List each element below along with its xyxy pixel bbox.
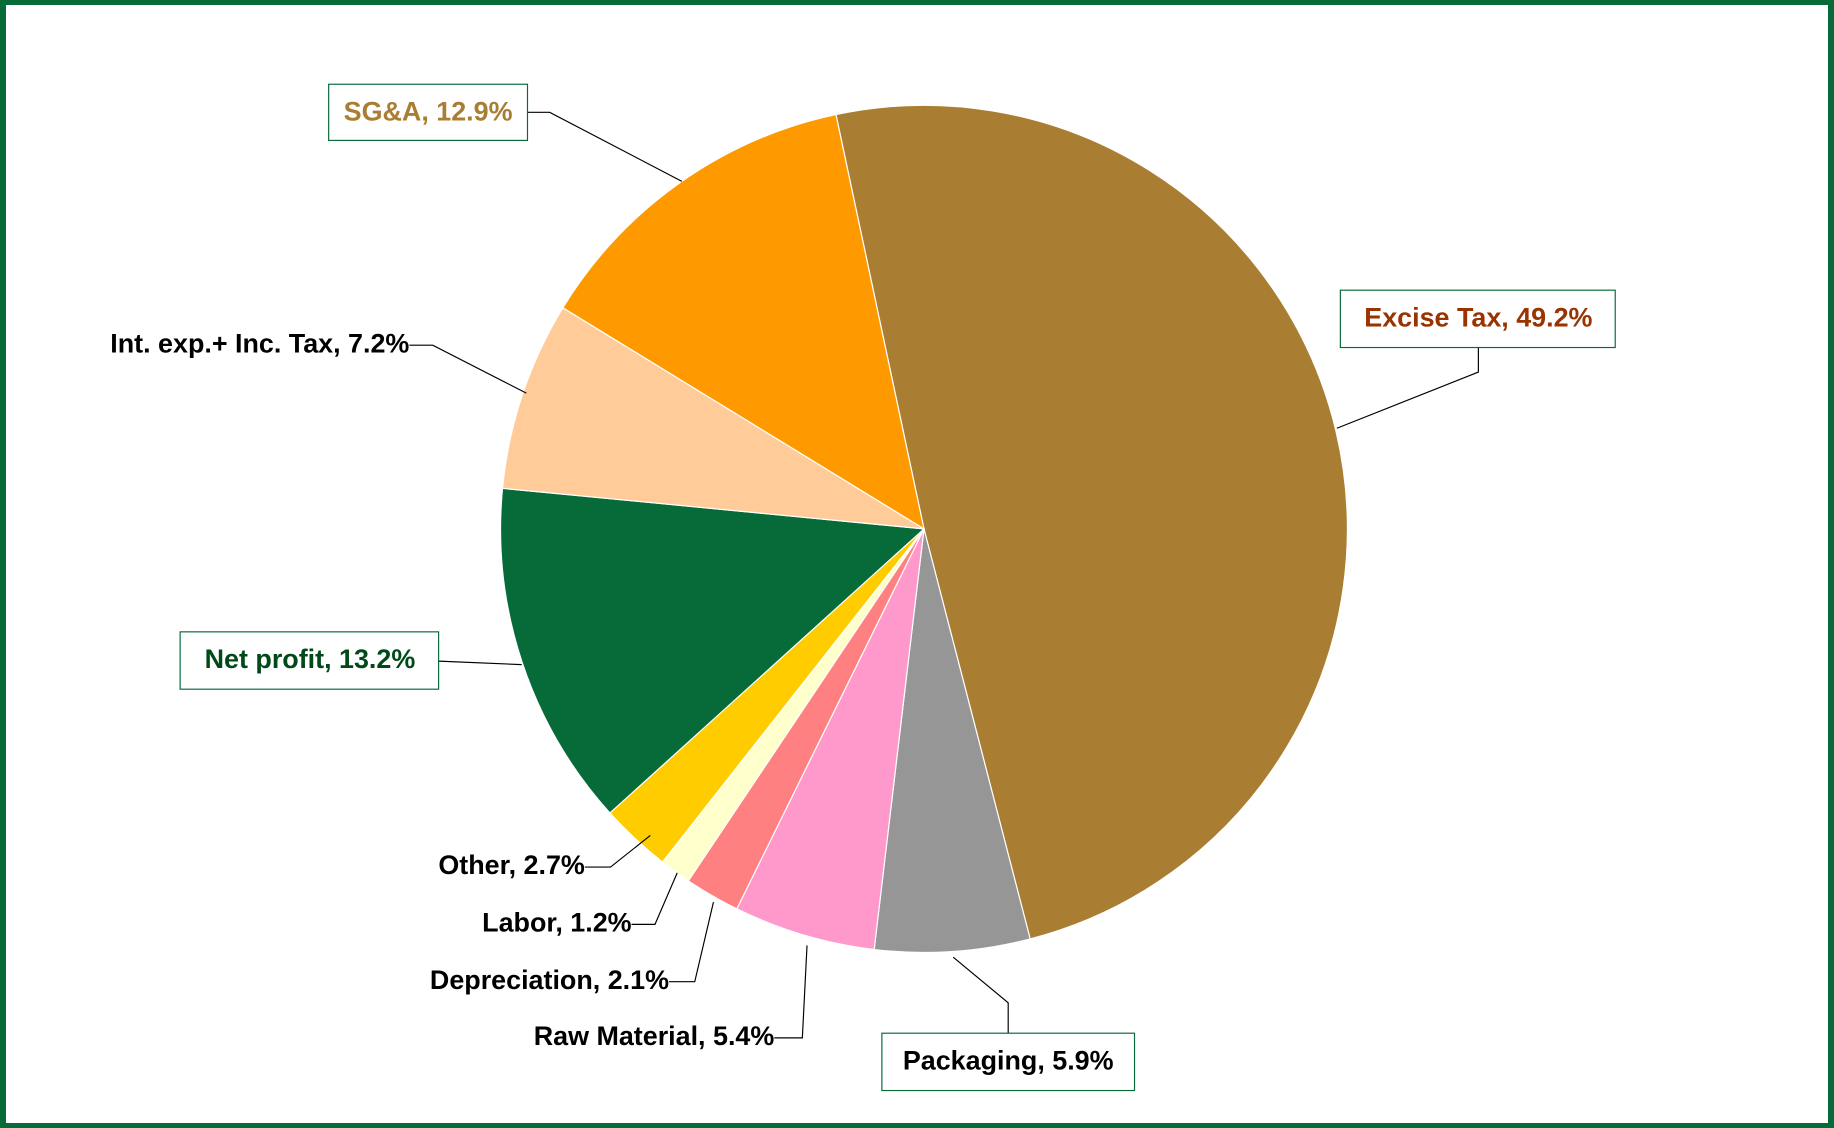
pie-slice xyxy=(562,113,925,531)
leader-line xyxy=(774,945,808,1039)
leader-line xyxy=(631,872,678,925)
label-box xyxy=(881,1032,1136,1092)
pie-slice xyxy=(873,528,1031,954)
pie-slice xyxy=(500,487,926,814)
label-box xyxy=(179,631,440,690)
data-label: SG&A, 12.9% xyxy=(344,97,513,127)
plot: Excise Tax, 49.2% Packaging, 5.9% Raw Mate… xyxy=(110,83,1616,1092)
leader-line xyxy=(438,660,522,666)
label-box xyxy=(328,83,529,141)
data-label: Net profit, 13.2% xyxy=(205,644,416,674)
data-label: Int. exp.+ Inc. Tax, 7.2% xyxy=(110,328,409,358)
label-box xyxy=(1339,289,1616,349)
leader-line xyxy=(1336,347,1479,429)
pie-slice xyxy=(835,104,1348,940)
leader-line xyxy=(584,834,651,868)
data-label: Other, 2.7% xyxy=(438,850,585,880)
data-label: Depreciation, 2.1% xyxy=(430,965,669,995)
data-label: Labor, 1.2% xyxy=(482,907,632,937)
leader-line xyxy=(952,956,1009,1034)
leader-line xyxy=(527,111,683,182)
leader-line xyxy=(669,902,715,983)
data-label: Raw Material, 5.4% xyxy=(534,1021,775,1051)
pie-slice xyxy=(736,528,925,951)
leader-line xyxy=(409,344,527,394)
data-label: Packaging, 5.9% xyxy=(903,1046,1114,1076)
data-label: Excise Tax, 49.2% xyxy=(1364,303,1592,333)
pie-slice xyxy=(501,306,925,530)
